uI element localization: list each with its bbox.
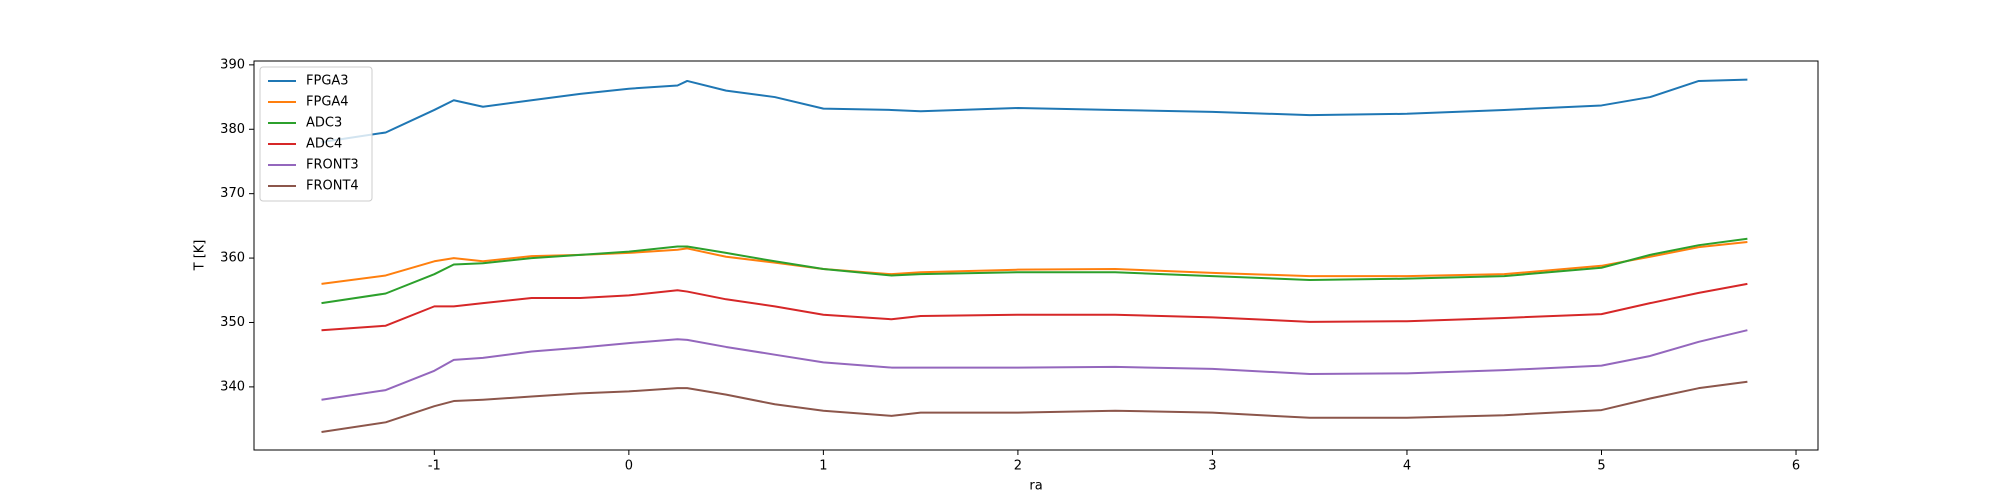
legend-label: FPGA3 [306, 74, 349, 89]
series-line [321, 329, 1748, 401]
x-tick-label: 6 [1792, 459, 1800, 474]
y-tick-label: 390 [220, 57, 245, 72]
x-tick-label: 5 [1597, 459, 1605, 474]
y-tick-label: 340 [220, 379, 245, 394]
series-line [321, 240, 1748, 285]
x-tick-label: 2 [1014, 459, 1022, 474]
legend-box [259, 66, 373, 202]
legend-label: ADC3 [306, 116, 342, 131]
y-tick-label: 360 [220, 251, 245, 266]
x-tick-label: 4 [1403, 459, 1411, 474]
x-axis-label: ra [1029, 479, 1042, 494]
legend-label: FRONT3 [306, 158, 359, 173]
legend: FPGA3 FPGA4 ADC3 ADC4 FRONT3 FRONT4 [259, 66, 373, 202]
y-tick-label: 380 [220, 122, 245, 137]
series-line [321, 78, 1748, 144]
plot-frame [253, 60, 1819, 451]
x-tick-label: 3 [1208, 459, 1216, 474]
legend-label: ADC4 [306, 137, 342, 152]
legend-label: FPGA4 [306, 95, 349, 110]
y-tick-label: 350 [220, 315, 245, 330]
series-line [321, 282, 1748, 332]
legend-label: FRONT4 [306, 179, 359, 194]
series-line [321, 237, 1748, 305]
series-line [321, 380, 1748, 433]
x-tick-label: 0 [625, 459, 633, 474]
y-tick-label: 370 [220, 186, 245, 201]
x-tick-label: -1 [428, 459, 441, 474]
y-axis-label: T [K] [193, 240, 208, 272]
x-tick-label: 1 [819, 459, 827, 474]
